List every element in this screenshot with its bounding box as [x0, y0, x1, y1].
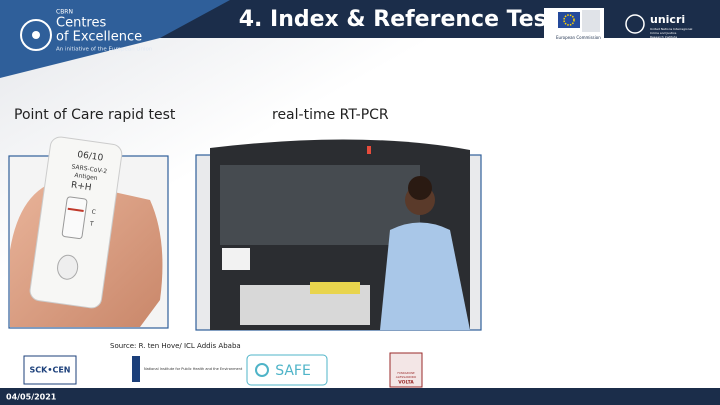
pcr-part [222, 248, 250, 270]
logo-icon-dot [32, 31, 40, 39]
logo-text: SCK•CEN [30, 366, 71, 375]
pcr-glass [220, 165, 420, 245]
logo-box [389, 352, 423, 388]
footer-logos [0, 352, 720, 388]
logo-panel [0, 0, 230, 78]
logo-text: SAFE [275, 363, 311, 379]
test-marking: R+H [70, 181, 92, 194]
source-note: Source: R. ten Hove/ ICL Addis Ababa [110, 342, 241, 350]
ec-label: European Commission [556, 35, 601, 40]
pcr-rack [310, 282, 360, 294]
footer-band [0, 388, 720, 405]
caption: Point of Care rapid test [14, 107, 176, 123]
person-hair [408, 176, 432, 200]
status-light [367, 146, 371, 154]
eu-stars [563, 14, 575, 26]
logo-small: CBRN [56, 9, 73, 16]
unicri-sub: United Nations Interregional [650, 27, 692, 31]
test-letter: C [91, 209, 96, 217]
unicri-sub: Crime and Justice [650, 31, 676, 35]
logo-text: VOLTA [398, 380, 414, 386]
logo-text: FONDAZIONE [397, 371, 415, 375]
unicri-sub: Research Institute [650, 35, 677, 39]
logo-icon [20, 19, 52, 51]
caption: real-time RT-PCR [272, 107, 389, 123]
safe-icon [255, 363, 269, 377]
un-emblem [625, 14, 645, 34]
logo-box [246, 354, 328, 386]
logo-line: Centres [56, 16, 106, 31]
logo-tagline: An initiative of the European Union [56, 47, 153, 53]
test-marking: SARS-CoV-2 [71, 163, 108, 175]
unicri-name: unicri [650, 13, 685, 26]
test-marking: Antigen [74, 172, 98, 182]
lab-coat [380, 222, 470, 330]
test-marking: 06/10 [77, 150, 104, 164]
logo-box [23, 355, 77, 385]
test-letter: T [88, 220, 94, 228]
ec-building [582, 10, 600, 32]
test-window [61, 196, 88, 240]
slide-title: 4. Index & Reference Test [239, 7, 558, 32]
logo-text: ALESSANDRO [396, 375, 417, 379]
eu-flag [558, 12, 580, 28]
sample-well [57, 254, 79, 280]
control-line [67, 207, 84, 212]
slide-date: 04/05/2021 [6, 393, 57, 402]
logo-line: of Excellence [56, 30, 142, 45]
rivm-mark [132, 356, 140, 382]
logo-text: National Institute for Public Health and… [144, 367, 243, 371]
